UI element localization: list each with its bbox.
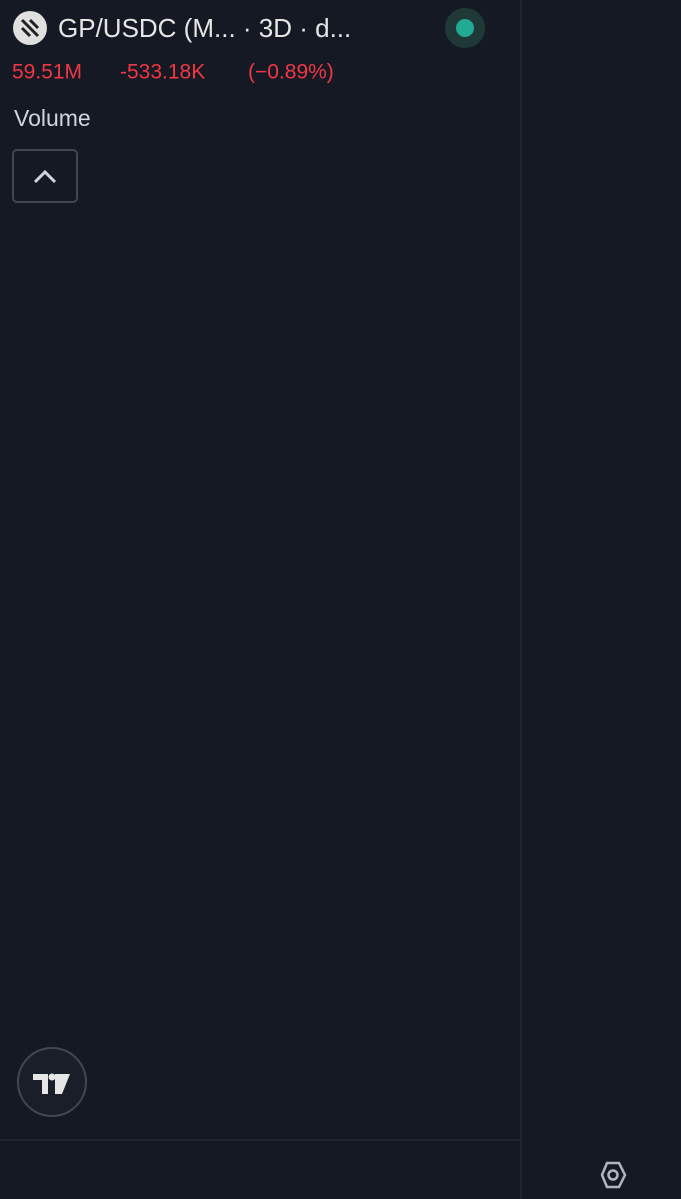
volume-label: Volume bbox=[14, 105, 91, 131]
settings-icon[interactable] bbox=[600, 1161, 627, 1189]
change: -533.18K bbox=[120, 61, 205, 84]
chevron-icon bbox=[33, 169, 57, 184]
status-dot bbox=[456, 19, 474, 37]
price: 59.51M bbox=[12, 61, 82, 84]
coin-logo-mark bbox=[20, 18, 40, 38]
tradingview-logo[interactable] bbox=[17, 1047, 87, 1117]
settings-icon-center bbox=[607, 1169, 619, 1181]
collapse-button[interactable] bbox=[12, 149, 78, 203]
tradingview-mark bbox=[33, 1074, 70, 1094]
tradingview-dot bbox=[48, 1073, 56, 1081]
symbol-title[interactable]: GP/USDC (M... · 3D · d... bbox=[58, 13, 351, 43]
change-pct: (−0.89%) bbox=[248, 61, 334, 84]
